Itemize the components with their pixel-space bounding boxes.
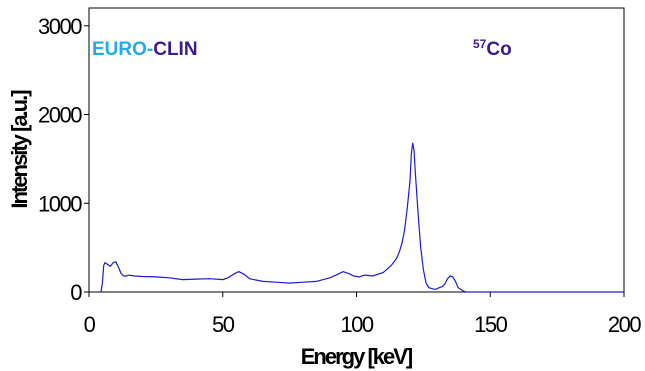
x-axis-ticks: 0 50 100 150 200: [84, 292, 643, 337]
y-tick-label: 2000: [38, 103, 82, 128]
x-tick-label: 50: [212, 312, 235, 337]
x-tick-label: 100: [340, 312, 373, 337]
y-axis-label: Intensity [a.u.]: [7, 90, 32, 209]
y-tick-label: 3000: [38, 14, 82, 39]
brand-part-clin: CLIN: [153, 39, 197, 60]
isotope-symbol: Co: [486, 39, 511, 60]
brand-part-euro: EURO-: [92, 39, 153, 60]
series-line: [100, 142, 624, 293]
y-tick-label: 0: [70, 280, 82, 305]
y-axis-ticks: 0 1000 2000 3000: [38, 14, 89, 305]
x-tick-label: 150: [474, 312, 507, 337]
x-axis-label: Energy [keV]: [301, 344, 413, 369]
isotope-label: 57Co: [473, 37, 512, 60]
x-tick-label: 0: [84, 312, 96, 337]
x-tick-label: 200: [608, 312, 641, 337]
y-tick-label: 1000: [38, 191, 82, 216]
isotope-mass-number: 57: [473, 37, 487, 51]
brand-label: EURO-CLIN: [92, 39, 198, 60]
